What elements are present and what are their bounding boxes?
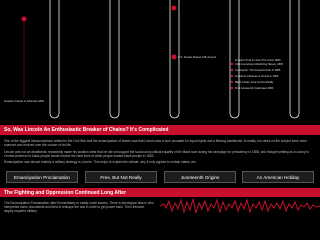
- section-heading: So, Was Lincoln An Enthusiastic Breaker …: [0, 125, 320, 135]
- paragraph: The Emancipation Proclamation didn't imm…: [4, 201, 154, 213]
- timeline-pillar: [109, 0, 120, 119]
- paragraph: Lincoln was not an abolitionist; repeate…: [4, 149, 309, 158]
- event-dot: [230, 68, 234, 72]
- event-dot: [171, 5, 177, 11]
- event-label: First Juneteenth Celebrated 1866: [235, 86, 274, 90]
- event-dot: [230, 62, 234, 66]
- event-label: U.S. Senate Passes 13th Amend.: [178, 55, 217, 59]
- section-body: One of the biggest misconceptions relate…: [4, 139, 316, 167]
- tab-button[interactable]: Free, But Not Really: [85, 171, 157, 183]
- event-label: Juneteenth: The General Order of 1865: [235, 68, 281, 72]
- timeline-pillar: [289, 0, 300, 119]
- section-heading: The Fighting and Oppression Continued Lo…: [0, 188, 320, 197]
- event-dot: [230, 86, 234, 90]
- paragraph: Emancipation was almost entirely a milit…: [4, 160, 197, 164]
- event-label: 13th Amendment Abolishing Slavery 1865: [235, 62, 284, 66]
- paragraph: One of the biggest misconceptions relate…: [4, 139, 307, 147]
- event-dot: [230, 80, 234, 84]
- timeline: Freedom Camps in Arkansas 1863 U.S. Sena…: [4, 0, 300, 119]
- event-dot: [230, 74, 234, 78]
- event-dot: [171, 54, 177, 60]
- timeline-pillar: [49, 0, 60, 119]
- tab-button[interactable]: Emancipation Proclamation: [6, 171, 78, 183]
- section-body: The Emancipation Proclamation didn't imm…: [4, 201, 154, 214]
- timeline-pillar: [169, 0, 180, 119]
- event-label: Freedmen's Bureau is formed in 1865: [235, 74, 279, 78]
- event-dot: [21, 16, 27, 22]
- event-label: Freedom Trail to Union The Union 1865: [235, 58, 281, 62]
- audio-waveform: [160, 198, 320, 214]
- tab-button[interactable]: An American Holiday: [242, 171, 314, 183]
- timeline-pillar: [229, 0, 240, 119]
- page: Freedom Camps in Arkansas 1863 U.S. Sena…: [0, 0, 320, 214]
- event-label: Freedom Camps in Arkansas 1863: [4, 99, 44, 103]
- event-label: Black Codes: Free but Not Really: [235, 80, 274, 84]
- tab-button[interactable]: Juneteenth Origins: [164, 171, 236, 183]
